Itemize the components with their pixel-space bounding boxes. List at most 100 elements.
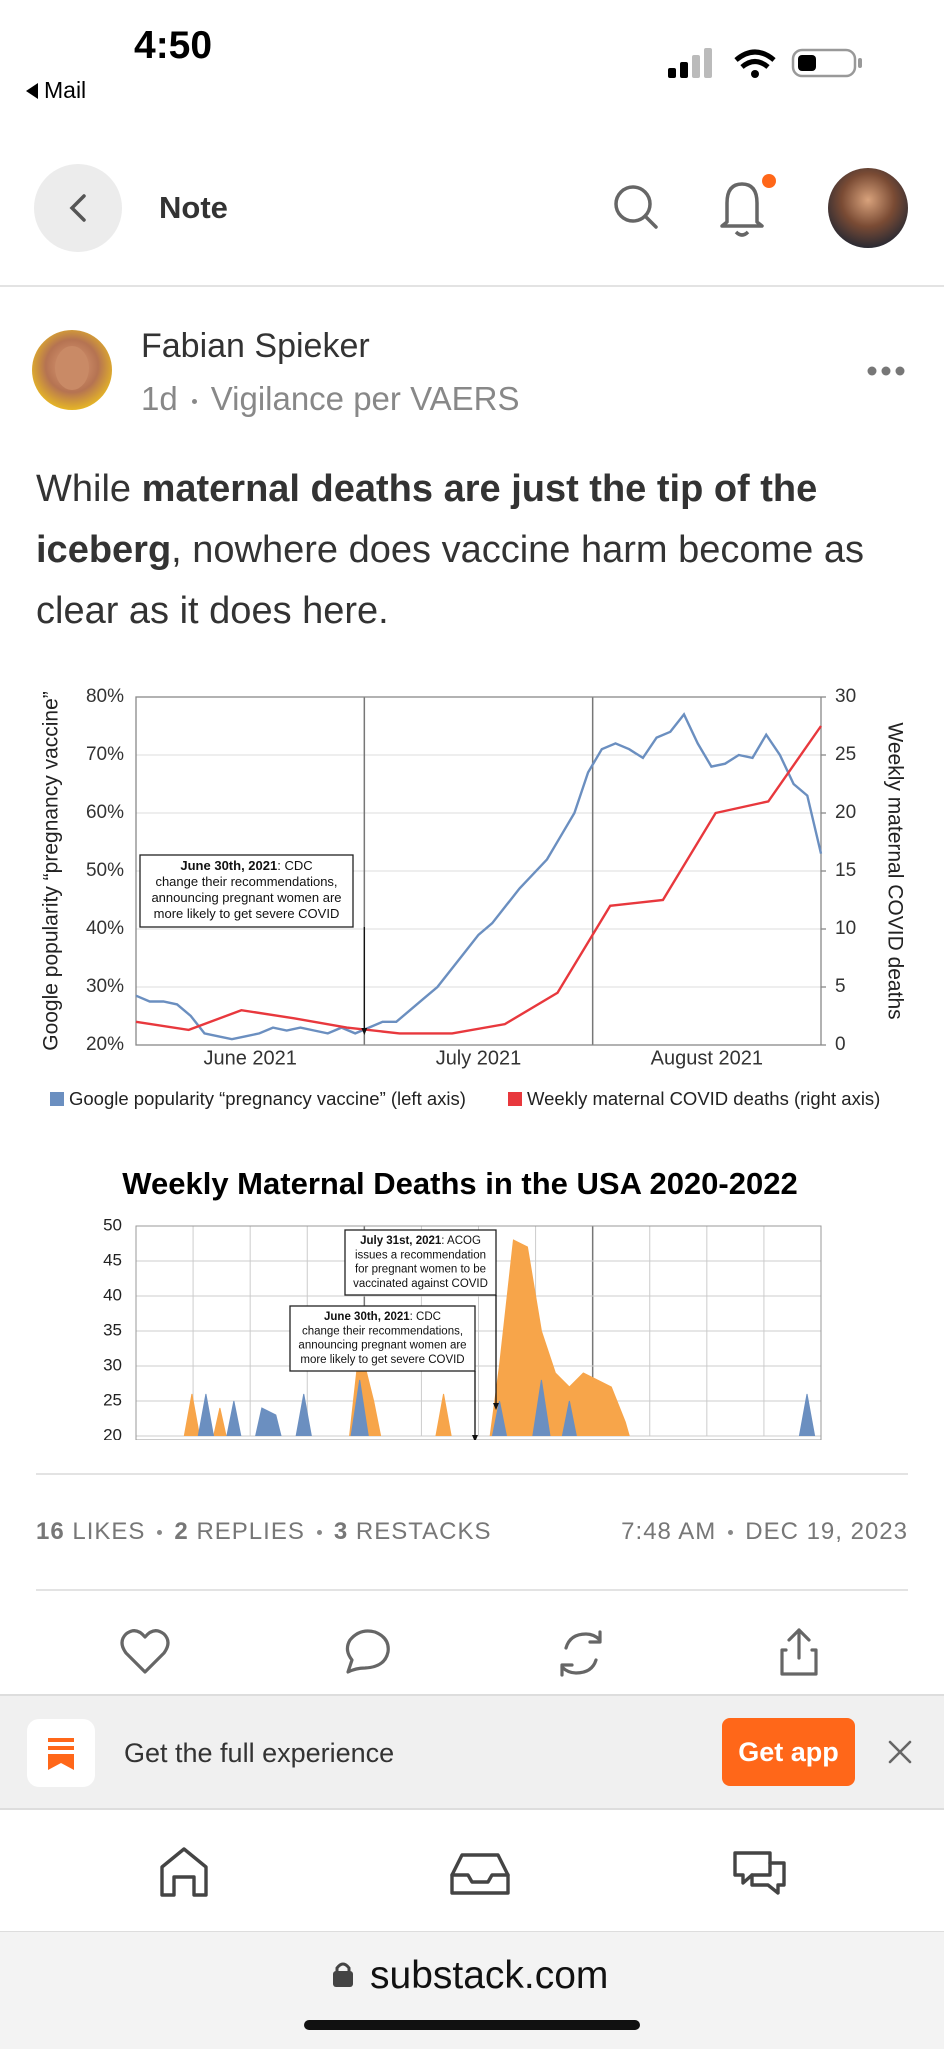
- y-tick-label: 25: [103, 1390, 122, 1409]
- annotation-line: issues a recommendation: [355, 1249, 486, 1261]
- likes-label[interactable]: LIKES: [72, 1518, 146, 1545]
- restacks-count: 3: [333, 1518, 349, 1545]
- annotation-arrowhead: [472, 1435, 478, 1440]
- nav-icons: [34, 164, 908, 252]
- annotation-line: : CDC: [410, 1311, 441, 1323]
- search-icon[interactable]: [614, 185, 658, 229]
- annotation-text: July 31st, 2021: ACOG: [360, 1235, 481, 1247]
- x-tick-label: June 2021: [203, 1047, 296, 1069]
- url[interactable]: substack.com: [370, 1954, 609, 1997]
- annotation-box: [344, 1229, 497, 1296]
- annotation-text: more likely to get severe COVID: [154, 906, 340, 921]
- y-tick-label: 20: [103, 1425, 122, 1440]
- annotation-text: for pregnant women to be: [355, 1264, 486, 1276]
- series-line: [135, 725, 822, 1035]
- y2-tick-label: 20: [835, 802, 856, 823]
- annotation-date: July 31st, 2021: [360, 1235, 442, 1247]
- y2-tick-label: 30: [835, 686, 856, 707]
- post-time: 7:48 AM: [621, 1518, 717, 1545]
- likes-count: 16: [36, 1518, 65, 1545]
- chart-title: Weekly Maternal Deaths in the USA 2020-2…: [122, 1166, 797, 1201]
- y-tick-label: 35: [103, 1320, 122, 1339]
- series-area: [183, 1239, 630, 1436]
- substack-logo: [27, 1719, 95, 1787]
- annotation-line: more likely to get severe COVID: [300, 1354, 464, 1366]
- separator: [316, 1530, 322, 1536]
- plot-frame: [135, 1225, 822, 1440]
- restacks-label[interactable]: RESTACKS: [355, 1518, 492, 1545]
- reply-button[interactable]: [345, 1629, 390, 1674]
- annotation-text: change their recommendations,: [302, 1325, 463, 1337]
- annotation-text: June 30th, 2021: CDC: [324, 1311, 441, 1323]
- more-button[interactable]: [866, 364, 906, 378]
- y-tick-label: 50%: [86, 860, 124, 881]
- annotation-line: vaccinated against COVID: [353, 1278, 488, 1290]
- annotation-text: announcing pregnant women are: [298, 1340, 466, 1352]
- like-button[interactable]: [120, 1629, 170, 1674]
- chart-popularity: 20% 30% 40% 50% 60% 70% 80% 0 5 10 15 20 25 30 June 20…: [40, 686, 907, 1109]
- y2-tick-label: 5: [835, 976, 846, 997]
- annotation-box: [289, 1305, 476, 1372]
- annotation-text: announcing pregnant women are: [151, 890, 341, 905]
- back-app[interactable]: Mail: [44, 77, 87, 103]
- author-avatar[interactable]: [30, 328, 114, 412]
- get-app-button[interactable]: Get app: [722, 1718, 855, 1786]
- y-tick-label: 80%: [86, 686, 124, 707]
- legend-swatch: [508, 1092, 522, 1106]
- separator: [191, 398, 197, 404]
- y-tick-label: 30%: [86, 976, 124, 997]
- chart-weekly-deaths: Weekly Maternal Deaths in the USA 2020-2…: [103, 1166, 822, 1440]
- y2-tick-label: 10: [835, 918, 856, 939]
- inbox-tab[interactable]: [450, 1853, 510, 1895]
- y-tick-label: 60%: [86, 802, 124, 823]
- separator: [728, 1530, 734, 1536]
- body-text: While: [36, 468, 142, 510]
- lock-icon: [333, 1962, 353, 1987]
- profile-avatar[interactable]: [828, 168, 908, 248]
- chat-tab[interactable]: [733, 1851, 786, 1895]
- replies-label[interactable]: REPLIES: [196, 1518, 305, 1545]
- publication[interactable]: Vigilance per VAERS: [210, 380, 520, 417]
- close-banner[interactable]: [888, 1740, 912, 1764]
- annotation-text: more likely to get severe COVID: [300, 1354, 464, 1366]
- annotation-box: [139, 854, 354, 928]
- annotation-line: change their recommendations,: [155, 874, 337, 889]
- y2-tick-label: 15: [835, 860, 856, 881]
- annotation-date: June 30th, 2021: [180, 858, 277, 873]
- body-bold: maternal deaths are just the tip of the …: [36, 468, 818, 571]
- home-tab[interactable]: [160, 1847, 208, 1897]
- divider: [36, 1589, 908, 1591]
- post-meta: 1d Vigilance per VAERS: [141, 380, 520, 418]
- annotation-line: for pregnant women to be: [355, 1264, 486, 1276]
- annotation-text: issues a recommendation: [355, 1249, 486, 1261]
- timestamp: 7:48 AM DEC 19, 2023: [621, 1518, 908, 1546]
- clock: 4:50: [134, 24, 213, 67]
- y-tick-label: 50: [103, 1215, 122, 1234]
- divider: [36, 1473, 908, 1475]
- post-body: While maternal deaths are just the tip o…: [36, 459, 896, 642]
- y-tick-label: 40%: [86, 918, 124, 939]
- plot-frame: [135, 696, 822, 1046]
- legend-swatch: [50, 1092, 64, 1106]
- divider: [0, 285, 944, 287]
- status-icons: [668, 48, 862, 78]
- nav-title: Note: [159, 190, 228, 225]
- restack-button[interactable]: [560, 1630, 602, 1677]
- y-tick-label: 30: [103, 1355, 122, 1374]
- author-name[interactable]: Fabian Spieker: [141, 327, 370, 365]
- annotation-line: : ACOG: [441, 1235, 481, 1247]
- y-axis-label: Google popularity “pregnancy vaccine”: [40, 691, 63, 1051]
- back-button[interactable]: [34, 164, 122, 252]
- legend-label: Weekly maternal COVID deaths (right axis…: [527, 1088, 880, 1109]
- post-age: 1d: [141, 380, 178, 417]
- y2-tick-label: 0: [835, 1034, 846, 1055]
- share-button[interactable]: [780, 1628, 818, 1676]
- bell-icon[interactable]: [720, 174, 776, 237]
- tab-bar: [160, 1847, 786, 1897]
- banner-text: Get the full experience: [124, 1738, 395, 1768]
- series-line: [135, 712, 823, 1041]
- back-triangle: [26, 83, 38, 99]
- annotation-arrowhead: [493, 1403, 499, 1410]
- y2-axis-label: Weekly maternal COVID deaths: [883, 722, 906, 1019]
